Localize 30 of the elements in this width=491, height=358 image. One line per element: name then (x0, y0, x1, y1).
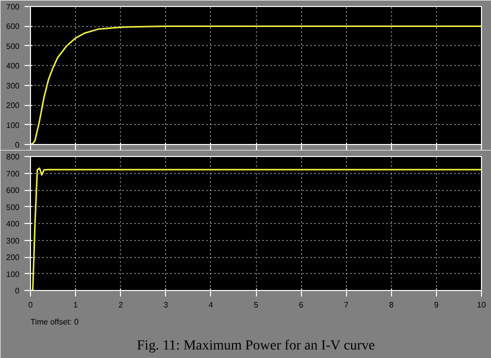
y-tick-label: 500 (6, 42, 20, 51)
x-tick-label: 1 (73, 300, 78, 310)
y-tick-label: 600 (6, 186, 20, 195)
x-tick-label: 2 (118, 300, 124, 310)
x-tick-label: 5 (254, 300, 259, 310)
y-tick-label: 100 (6, 270, 20, 279)
x-tick-label: 6 (298, 300, 304, 310)
x-tick-label: 9 (434, 300, 440, 310)
x-tick-label: 0 (28, 300, 34, 310)
y-tick-label: 600 (6, 22, 20, 32)
caption: Fig. 11: Maximum Power for an I-V curve (136, 338, 375, 354)
y-tick-label: 200 (6, 101, 20, 110)
y-tick-label: 500 (6, 202, 20, 212)
y-tick-label: 800 (6, 152, 20, 162)
y-tick-label: 300 (6, 81, 20, 90)
y-tick-label: 0 (15, 140, 20, 150)
text: Time offset: 0 (30, 318, 80, 326)
y-tick-label: 400 (6, 220, 20, 228)
y-tick-label: 100 (6, 120, 20, 130)
x-tick-label: 10 (477, 300, 486, 310)
y-tick-label: 300 (6, 236, 20, 246)
y-tick-label: 0 (15, 286, 20, 296)
y-tick-label: 400 (6, 62, 20, 71)
x-tick-label: 3 (164, 300, 169, 310)
y-tick-label: 200 (6, 253, 20, 262)
y-tick-label: 700 (6, 169, 20, 178)
y-tick-label: 700 (6, 2, 20, 12)
x-tick-label: 7 (344, 300, 349, 310)
x-tick-label: 4 (208, 300, 214, 310)
x-tick-label: 8 (389, 300, 394, 310)
